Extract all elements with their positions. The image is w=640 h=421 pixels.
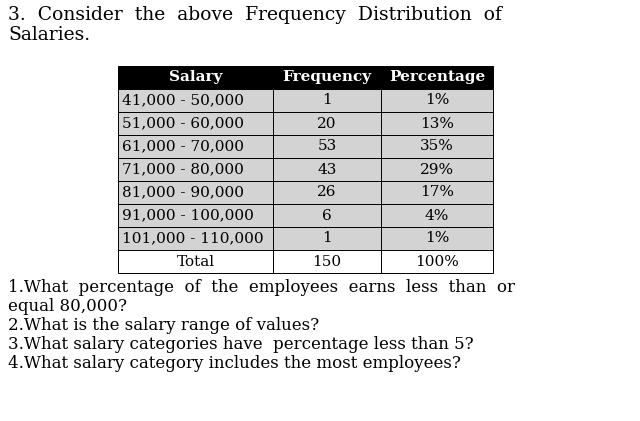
- Text: 1%: 1%: [425, 232, 449, 245]
- Text: 3.  Consider  the  above  Frequency  Distribution  of: 3. Consider the above Frequency Distribu…: [8, 6, 502, 24]
- Bar: [118, 181, 493, 204]
- Text: 13%: 13%: [420, 117, 454, 131]
- Text: 43: 43: [317, 163, 337, 176]
- Text: 1: 1: [322, 93, 332, 107]
- Text: 17%: 17%: [420, 186, 454, 200]
- Text: 71,000 - 80,000: 71,000 - 80,000: [122, 163, 244, 176]
- Text: 20: 20: [317, 117, 337, 131]
- Text: 150: 150: [312, 255, 342, 269]
- Text: 4.What salary category includes the most employees?: 4.What salary category includes the most…: [8, 355, 461, 372]
- Text: 29%: 29%: [420, 163, 454, 176]
- Text: 35%: 35%: [420, 139, 454, 154]
- Text: 100%: 100%: [415, 255, 459, 269]
- Text: 26: 26: [317, 186, 337, 200]
- Text: 53: 53: [317, 139, 337, 154]
- Text: 61,000 - 70,000: 61,000 - 70,000: [122, 139, 244, 154]
- Bar: [118, 66, 493, 89]
- Bar: [118, 250, 493, 273]
- Text: equal 80,000?: equal 80,000?: [8, 298, 127, 315]
- Text: 2.What is the salary range of values?: 2.What is the salary range of values?: [8, 317, 319, 334]
- Text: 41,000 - 50,000: 41,000 - 50,000: [122, 93, 244, 107]
- Text: Salary: Salary: [169, 70, 222, 85]
- Bar: [118, 158, 493, 181]
- Text: 6: 6: [322, 208, 332, 223]
- Text: 91,000 - 100,000: 91,000 - 100,000: [122, 208, 254, 223]
- Bar: [118, 89, 493, 112]
- Text: 1%: 1%: [425, 93, 449, 107]
- Text: 4%: 4%: [425, 208, 449, 223]
- Text: Frequency: Frequency: [282, 70, 372, 85]
- Text: 1: 1: [322, 232, 332, 245]
- Text: Total: Total: [177, 255, 214, 269]
- Bar: [118, 135, 493, 158]
- Text: Salaries.: Salaries.: [8, 26, 90, 44]
- Text: 3.What salary categories have  percentage less than 5?: 3.What salary categories have percentage…: [8, 336, 474, 353]
- Text: Percentage: Percentage: [389, 70, 485, 85]
- Text: 1.What  percentage  of  the  employees  earns  less  than  or: 1.What percentage of the employees earns…: [8, 279, 515, 296]
- Text: 81,000 - 90,000: 81,000 - 90,000: [122, 186, 244, 200]
- Bar: [118, 112, 493, 135]
- Text: 101,000 - 110,000: 101,000 - 110,000: [122, 232, 264, 245]
- Bar: [118, 204, 493, 227]
- Bar: [118, 227, 493, 250]
- Text: 51,000 - 60,000: 51,000 - 60,000: [122, 117, 244, 131]
